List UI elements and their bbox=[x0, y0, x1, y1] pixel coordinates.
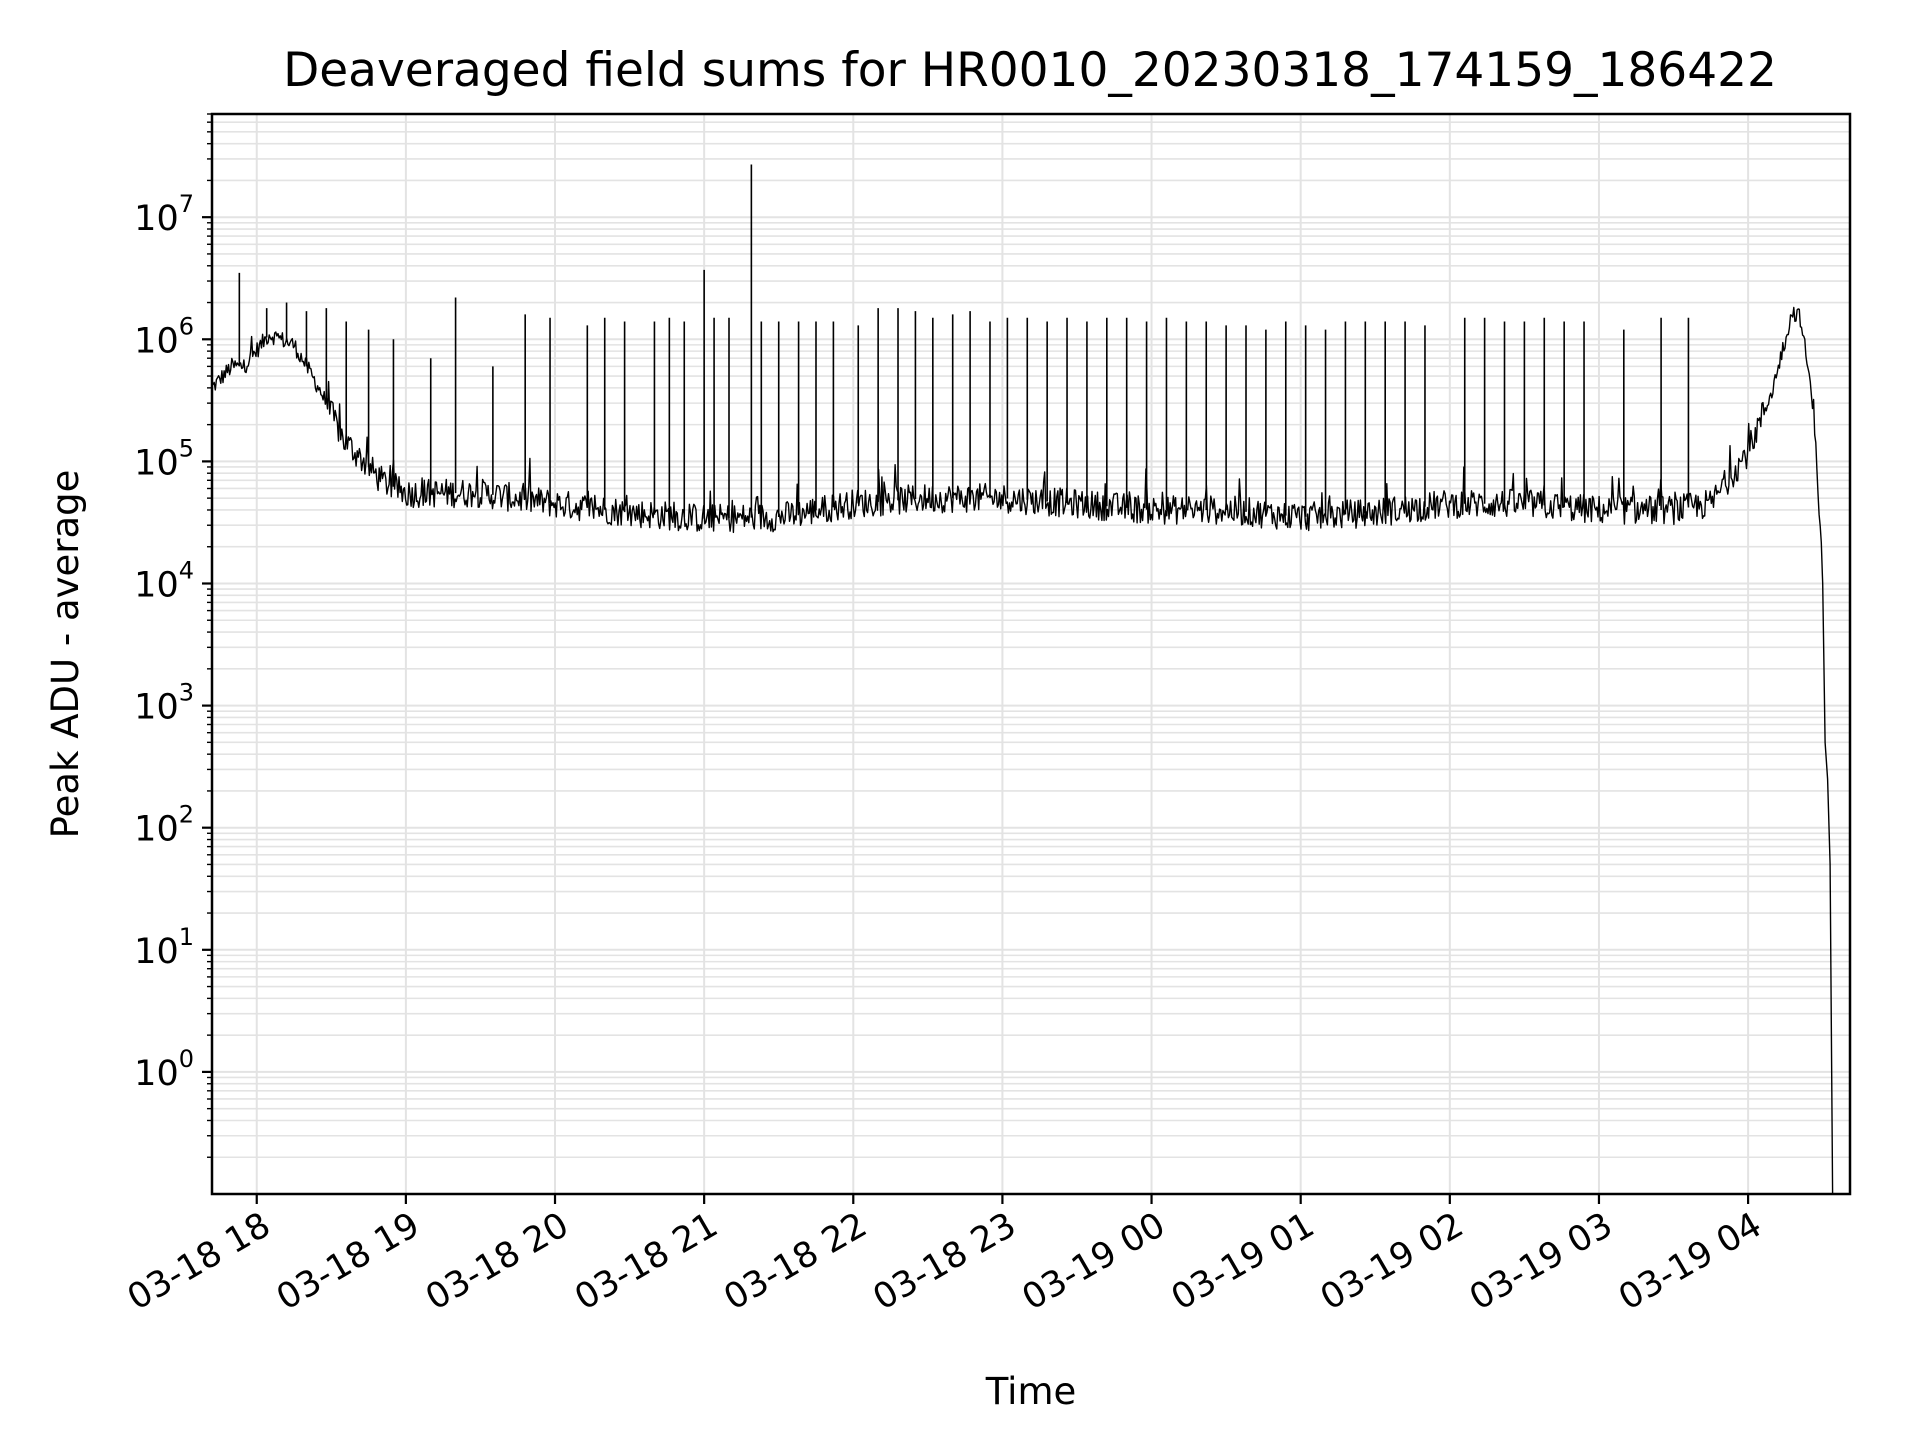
y-tick-label: 100 bbox=[134, 1045, 194, 1094]
chart-title: Deaveraged field sums for HR0010_2023031… bbox=[283, 43, 1777, 98]
grid bbox=[212, 113, 1850, 1194]
y-tick-label: 104 bbox=[134, 556, 194, 605]
y-tick-label: 103 bbox=[134, 679, 194, 728]
y-axis: 100 101 102 103 104 105 106 107 bbox=[134, 113, 212, 1158]
series-group bbox=[212, 164, 1834, 1194]
y-tick-label: 102 bbox=[134, 801, 194, 850]
y-tick-label: 107 bbox=[134, 190, 194, 239]
y-axis-label: Peak ADU - average bbox=[44, 470, 87, 839]
plot-area bbox=[212, 164, 1834, 1194]
y-tick-label: 101 bbox=[134, 923, 194, 972]
x-axis-label: Time bbox=[985, 1370, 1077, 1413]
y-tick-label: 106 bbox=[134, 312, 194, 361]
plot-frame bbox=[210, 112, 1852, 1196]
y-tick-label: 105 bbox=[134, 434, 194, 483]
series-line bbox=[212, 306, 1834, 1194]
